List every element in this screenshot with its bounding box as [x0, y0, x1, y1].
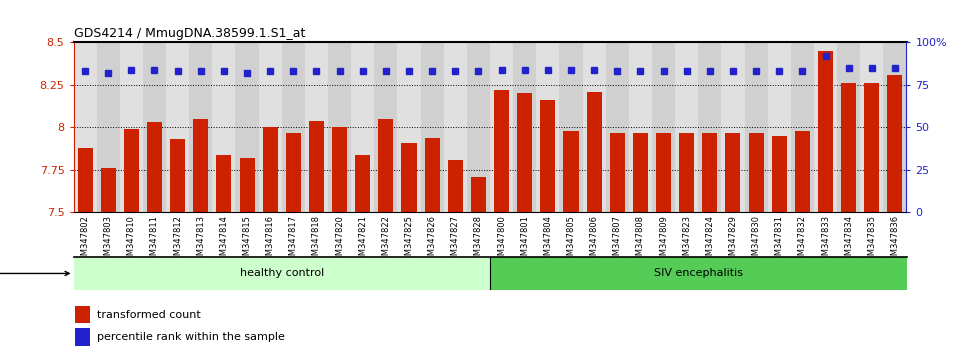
Bar [587, 92, 602, 212]
Bar [444, 42, 466, 212]
Bar [448, 160, 463, 212]
Bar [540, 100, 556, 212]
Bar [860, 42, 883, 212]
Text: percentile rank within the sample: percentile rank within the sample [97, 332, 285, 342]
Bar [77, 148, 92, 212]
Bar [864, 83, 879, 212]
Bar [471, 177, 486, 212]
Bar [239, 158, 255, 212]
Bar [814, 42, 837, 212]
Bar [305, 42, 328, 212]
Text: SIV encephalitis: SIV encephalitis [654, 268, 743, 279]
Bar [466, 42, 490, 212]
Bar [490, 257, 906, 290]
Bar [560, 42, 582, 212]
Bar [166, 42, 189, 212]
Bar [286, 132, 301, 212]
Bar [652, 42, 675, 212]
Bar [675, 42, 698, 212]
Bar [355, 155, 370, 212]
Bar [420, 42, 444, 212]
Bar [698, 42, 721, 212]
Text: transformed count: transformed count [97, 310, 201, 320]
Bar [398, 42, 420, 212]
Bar [721, 42, 745, 212]
Bar [791, 42, 814, 212]
Bar [771, 136, 787, 212]
Bar [703, 132, 717, 212]
Bar [378, 119, 393, 212]
Bar [818, 51, 833, 212]
Bar [888, 75, 903, 212]
Bar [235, 42, 259, 212]
Bar [656, 132, 671, 212]
Bar [213, 42, 235, 212]
Bar [259, 42, 282, 212]
Bar [193, 119, 209, 212]
Bar [143, 42, 166, 212]
Bar [217, 155, 231, 212]
Bar [767, 42, 791, 212]
Bar [332, 127, 347, 212]
Bar [633, 132, 648, 212]
Bar [97, 42, 120, 212]
Bar [514, 42, 536, 212]
Text: healthy control: healthy control [240, 268, 323, 279]
Bar [101, 168, 116, 212]
Bar [171, 139, 185, 212]
Bar [424, 138, 440, 212]
Bar [841, 83, 857, 212]
Bar [147, 122, 162, 212]
Bar [494, 90, 509, 212]
Text: GDS4214 / MmugDNA.38599.1.S1_at: GDS4214 / MmugDNA.38599.1.S1_at [74, 27, 305, 40]
Bar [679, 132, 694, 212]
Bar [837, 42, 860, 212]
Bar [328, 42, 351, 212]
Bar [282, 42, 305, 212]
Bar [490, 42, 514, 212]
Bar [883, 42, 906, 212]
Bar [795, 131, 809, 212]
Bar [536, 42, 560, 212]
Bar [189, 42, 213, 212]
Bar [309, 121, 324, 212]
Bar [402, 143, 416, 212]
Bar [582, 42, 606, 212]
Bar [749, 132, 763, 212]
Bar [74, 42, 97, 212]
Bar [74, 257, 490, 290]
Bar [725, 132, 741, 212]
Bar [374, 42, 398, 212]
Bar [263, 127, 277, 212]
Bar [606, 42, 629, 212]
Bar [517, 93, 532, 212]
Bar [351, 42, 374, 212]
Bar [75, 328, 90, 346]
Bar [123, 129, 139, 212]
Bar [120, 42, 143, 212]
Bar [610, 132, 625, 212]
Bar [745, 42, 767, 212]
Text: disease state: disease state [0, 268, 70, 279]
Bar [75, 306, 90, 323]
Bar [564, 131, 578, 212]
Bar [629, 42, 652, 212]
